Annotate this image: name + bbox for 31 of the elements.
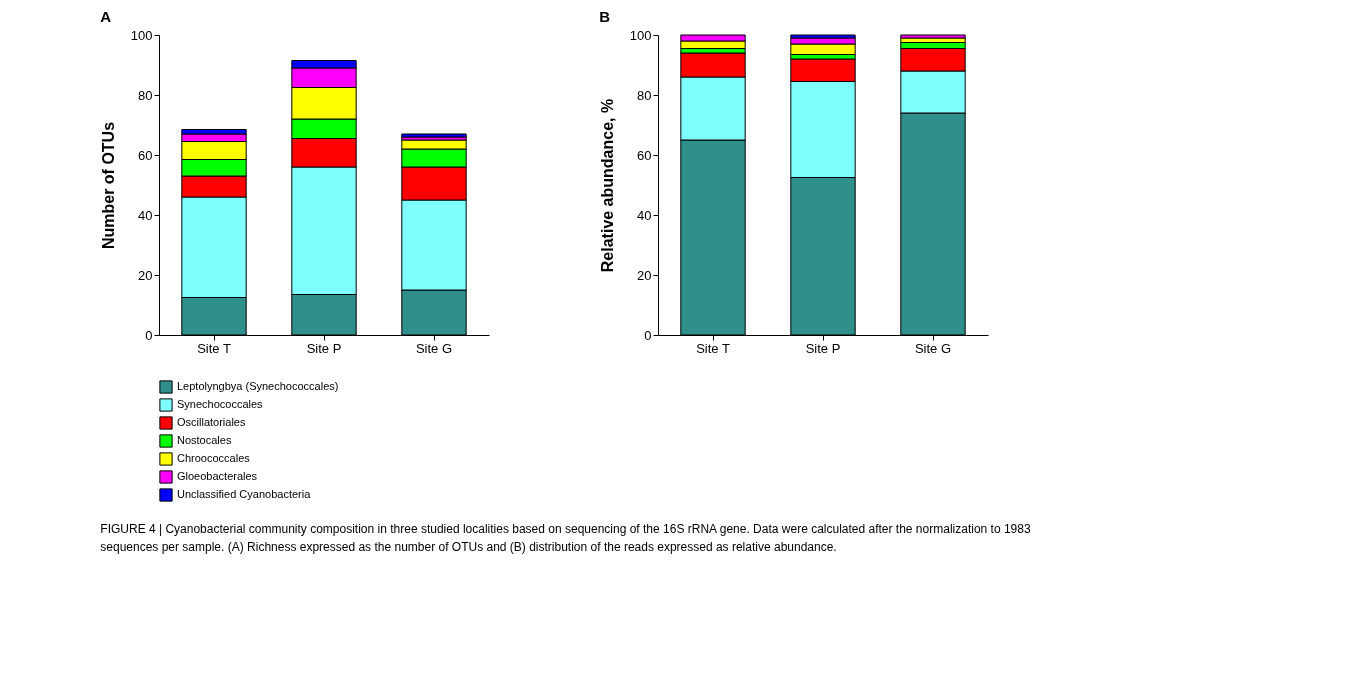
y-tick-label: 20 — [637, 267, 652, 283]
y-tick-label: 80 — [637, 87, 652, 103]
chart-title: A — [100, 8, 112, 25]
bar — [900, 34, 966, 39]
x-tick-label: Site P — [306, 340, 342, 356]
x-tick-label: Site T — [696, 340, 730, 356]
x-tick-label: Site G — [415, 340, 453, 356]
y-axis-title: Number of OTUs — [99, 121, 117, 250]
y-tick-label: 100 — [130, 27, 153, 43]
legend-label: Oscillatoriales — [177, 416, 246, 428]
legend-label: Gloeobacterales — [177, 470, 258, 482]
y-tick-label: 40 — [138, 207, 153, 223]
legend-label: Nostocales — [177, 434, 232, 446]
y-tick-label: 100 — [629, 27, 652, 43]
x-tick-label: Site G — [914, 340, 952, 356]
y-tick-label: 60 — [637, 147, 652, 163]
legend-label: Leptolyngbya (Synechococcales) — [177, 380, 339, 392]
y-tick-label: 0 — [145, 327, 153, 343]
y-tick-label: 40 — [637, 207, 652, 223]
caption: FIGURE 4 | Cyanobacterial community composition in three studied localities based on sequencing of the 16S rRNA gene. Data were calculated after the normalization to 1983 sequences per sample. (A) Richness expressed as the number of OTUs and (B) distribution of the reads expressed as relative abundance. — [100, 522, 1031, 554]
chart-title: B — [599, 8, 611, 25]
legend-label: Unclassified Cyanobacteria — [177, 488, 312, 500]
x-tick-label: Site T — [197, 340, 231, 356]
x-tick-label: Site P — [805, 340, 841, 356]
y-tick-label: 80 — [138, 87, 153, 103]
y-tick-label: 60 — [138, 147, 153, 163]
legend-label: Chroococcales — [177, 452, 251, 464]
y-tick-label: 0 — [644, 327, 652, 343]
y-axis-title: Relative abundance, % — [598, 98, 616, 273]
y-tick-label: 20 — [138, 267, 153, 283]
legend-label: Synechococcales — [177, 398, 264, 410]
